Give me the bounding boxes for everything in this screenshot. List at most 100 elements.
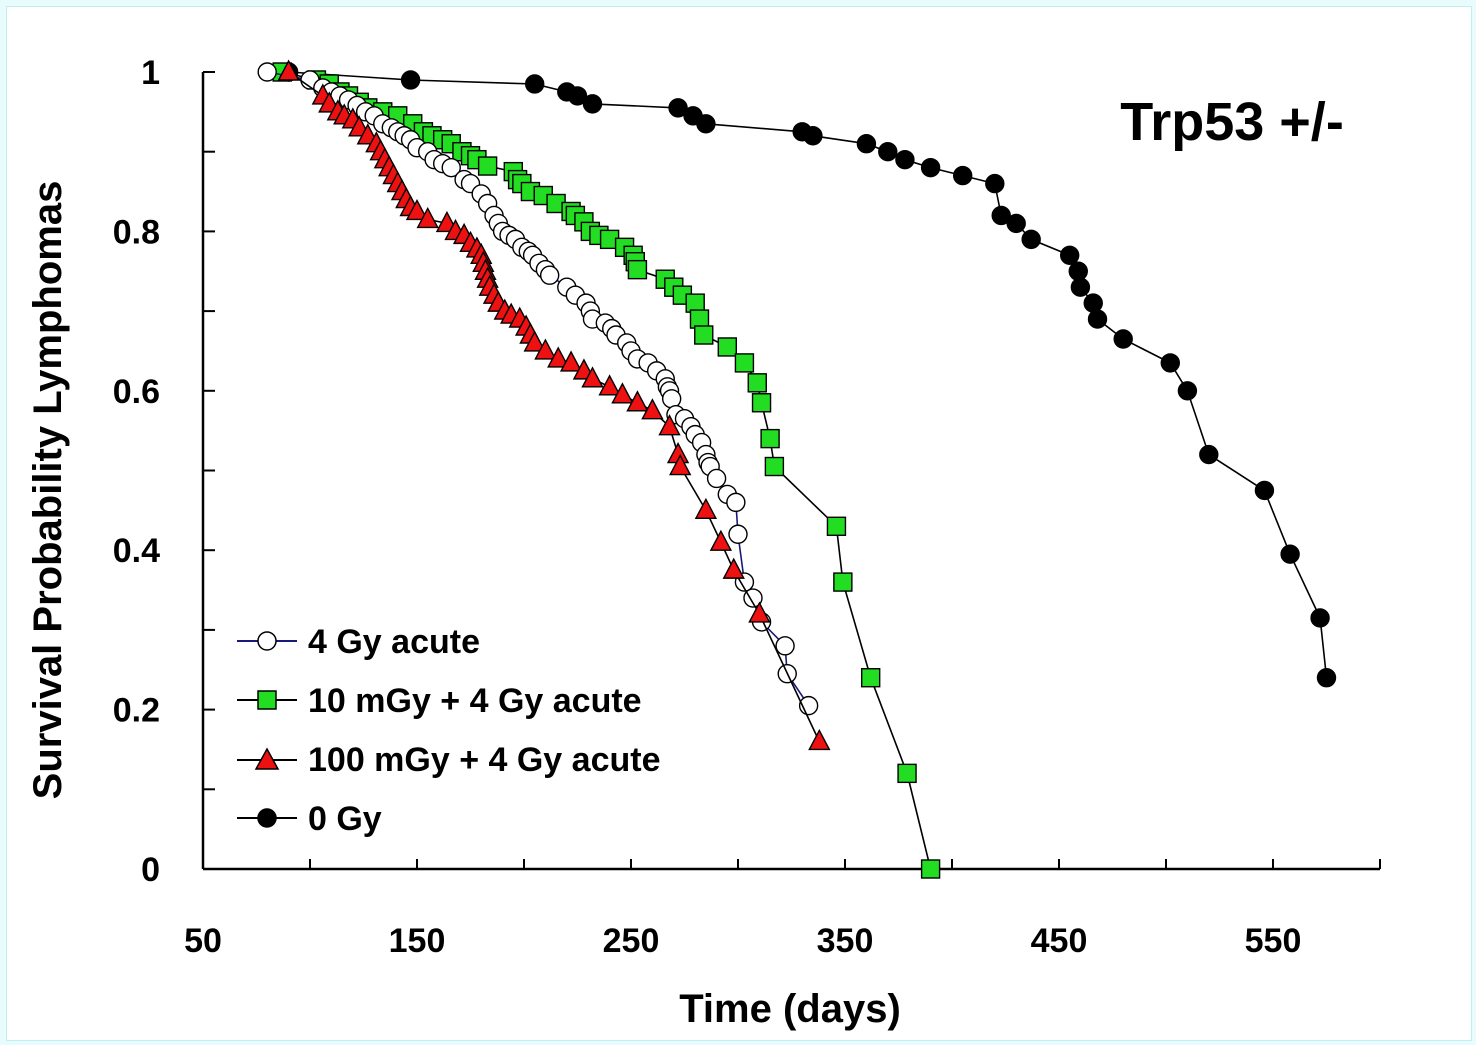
legend-item-0gy: 0 Gy [237, 800, 382, 838]
data-point-circle [743, 588, 763, 608]
data-point-triangle [405, 198, 429, 221]
legend-marker-open-circle [257, 631, 277, 651]
data-point-circle [878, 141, 898, 162]
legend-label-100mgy: 100 mGy + 4 Gy acute [308, 741, 660, 779]
legend-label-4gy: 4 Gy acute [308, 623, 480, 661]
legend: 4 Gy acute 10 mGy + 4 Gy acute 100 mGy +… [237, 623, 660, 838]
data-point-square [747, 373, 767, 393]
data-point-circle [856, 134, 877, 154]
legend-marker-red-triangle [254, 747, 280, 770]
data-point-triangle [547, 346, 570, 368]
data-point-triangle [626, 390, 649, 412]
data-point-square [734, 353, 755, 373]
data-point-square [717, 337, 737, 357]
series-layer [257, 59, 1337, 879]
data-point-circle [953, 165, 973, 186]
data-point-triangle [611, 382, 634, 404]
x-tick-label: 50 [184, 922, 222, 960]
ticks: 50 150 250 350 450 550 0 0.2 0.4 0.6 0.8 1 [113, 54, 1381, 960]
y-tick-label: 0.6 [113, 373, 160, 411]
data-point-triangle [598, 374, 621, 396]
data-point-triangle [559, 350, 583, 372]
legend-item-100mgy: 100 mGy + 4 Gy acute [237, 741, 660, 779]
x-tick-label: 150 [389, 922, 446, 960]
data-point-square [760, 428, 780, 449]
x-tick-label: 250 [603, 922, 660, 960]
data-point-triangle [669, 454, 692, 476]
data-point-circle [582, 94, 603, 114]
data-point-circle [1070, 277, 1091, 297]
data-point-triangle [658, 414, 681, 436]
data-point-triangle [808, 728, 831, 751]
data-point-circle [728, 524, 748, 544]
y-tick-label: 0.8 [113, 213, 160, 251]
data-point-circle [1021, 229, 1041, 250]
data-point-circle [257, 62, 277, 82]
data-point-circle [1254, 480, 1275, 501]
data-point-circle [525, 74, 545, 94]
data-point-triangle [416, 206, 439, 229]
data-point-circle [696, 114, 716, 134]
x-tick-label: 450 [1031, 922, 1088, 960]
data-point-triangle [722, 557, 745, 579]
data-point-circle [1087, 309, 1108, 329]
data-point-triangle [523, 330, 546, 352]
data-point-square [751, 393, 772, 413]
data-point-square [764, 456, 785, 477]
series-circle-open [257, 62, 819, 716]
legend-marker-green-square [257, 690, 277, 710]
x-tick-label: 550 [1245, 922, 1302, 960]
data-point-triangle [748, 601, 771, 623]
data-point-circle [1160, 353, 1180, 373]
data-point-circle [1177, 381, 1198, 401]
data-point-circle [567, 86, 588, 106]
data-point-circle [668, 98, 688, 118]
data-point-circle [1199, 444, 1219, 465]
data-point-triangle [641, 398, 664, 420]
data-point-circle [1006, 213, 1026, 234]
series-line [267, 71, 810, 707]
data-point-square [694, 325, 714, 345]
data-point-circle [803, 126, 823, 146]
y-tick-label: 1 [141, 54, 160, 92]
x-tick-label: 350 [817, 922, 874, 960]
data-point-circle [726, 492, 746, 513]
data-point-circle [920, 157, 941, 178]
chart-annotation: Trp53 +/- [1120, 92, 1344, 152]
data-point-circle [661, 389, 682, 409]
legend-item-10mgy: 10 mGy + 4 Gy acute [237, 682, 642, 720]
y-tick-label: 0.2 [113, 692, 160, 730]
data-point-circle [400, 70, 421, 90]
data-point-square [920, 859, 941, 879]
data-point-circle [775, 636, 795, 656]
y-tick-label: 0 [141, 851, 160, 889]
data-point-triangle [709, 529, 733, 551]
data-point-square [477, 156, 498, 176]
legend-label-10mgy: 10 mGy + 4 Gy acute [308, 682, 642, 720]
data-point-circle [1310, 608, 1330, 628]
data-point-circle [706, 468, 727, 489]
data-point-circle [1083, 293, 1103, 313]
legend-marker-filled-circle [257, 808, 277, 828]
series-circle-filled [278, 62, 1337, 688]
legend-item-4gy: 4 Gy acute [237, 623, 480, 661]
data-point-circle [1068, 261, 1088, 281]
y-axis-title: Survival Probability Lymphomas [26, 181, 70, 800]
data-point-circle [1113, 329, 1133, 349]
x-axis-title: Time (days) [679, 987, 901, 1031]
data-point-circle [895, 149, 915, 170]
data-point-square [627, 259, 648, 280]
y-tick-label: 0.4 [113, 532, 160, 570]
data-point-triangle [277, 59, 300, 81]
data-point-circle [1059, 245, 1080, 266]
data-point-square [860, 668, 881, 688]
data-point-circle [539, 265, 560, 285]
legend-label-0gy: 0 Gy [308, 800, 382, 838]
data-point-triangle [694, 497, 718, 520]
data-point-square [826, 516, 847, 536]
data-point-circle [1280, 544, 1300, 564]
data-point-circle [991, 205, 1011, 226]
data-point-circle [1316, 668, 1337, 688]
data-point-circle [985, 173, 1005, 194]
